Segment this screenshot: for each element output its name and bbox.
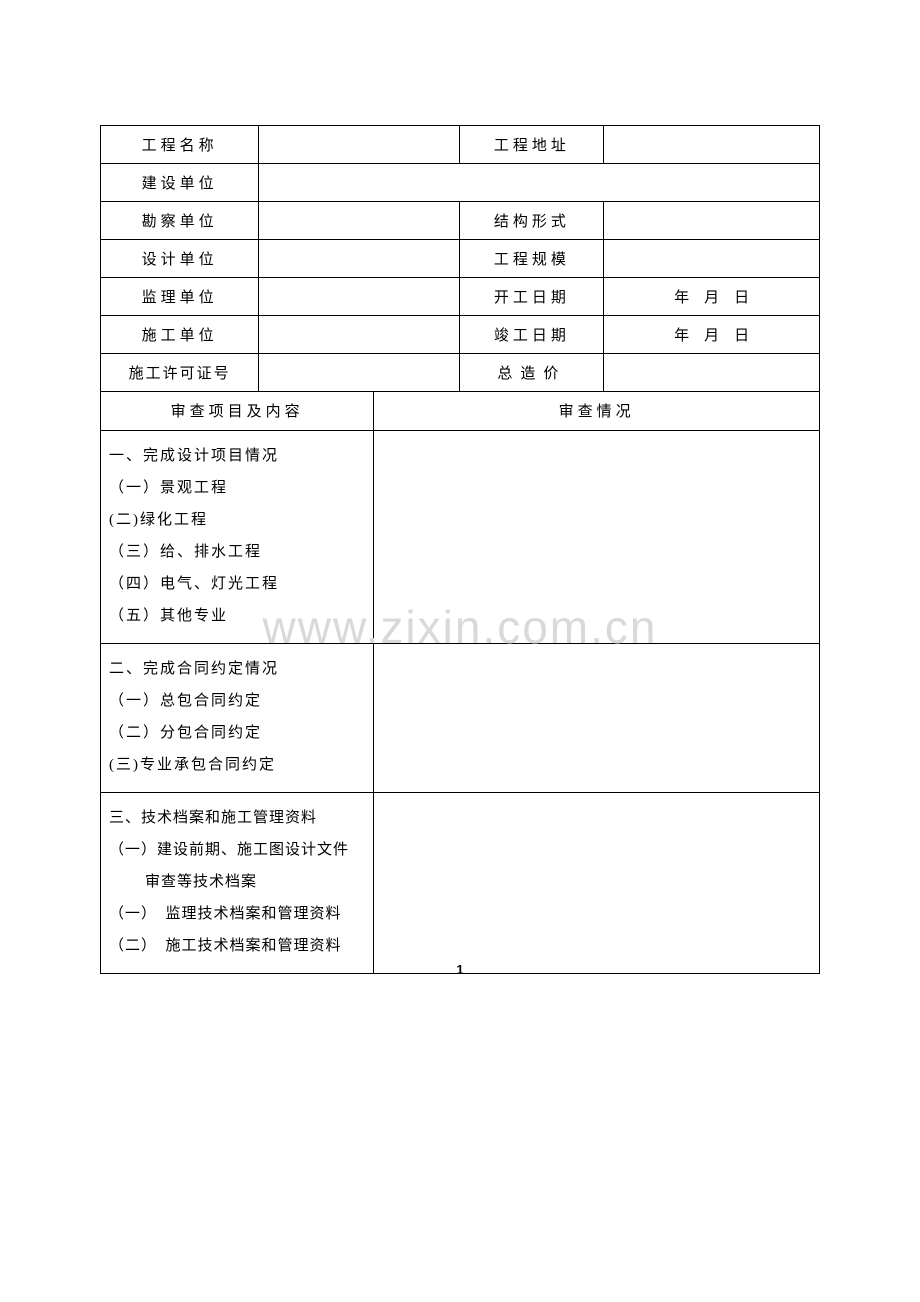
section1-item1: （一）景观工程 (109, 473, 365, 503)
table-row: 建设单位 (101, 164, 820, 202)
structure-form-value (604, 202, 820, 240)
structure-form-label: 结构形式 (460, 202, 604, 240)
survey-unit-value (259, 202, 460, 240)
section3-item3: （二） 施工技术档案和管理资料 (109, 931, 365, 961)
section3-item2: （一） 监理技术档案和管理资料 (109, 899, 365, 929)
section1-item3: （三）给、排水工程 (109, 537, 365, 567)
review-table: 审查项目及内容 审查情况 一、完成设计项目情况 （一）景观工程 (二)绿化工程 … (100, 392, 820, 974)
start-date-label: 开工日期 (460, 278, 604, 316)
total-cost-value (604, 354, 820, 392)
supervision-unit-label: 监理单位 (101, 278, 259, 316)
table-row: 审查项目及内容 审查情况 (101, 392, 820, 430)
section3-item1b: 审查等技术档案 (109, 867, 365, 897)
section1-item4: （四）电气、灯光工程 (109, 569, 365, 599)
section2-item2: （二）分包合同约定 (109, 718, 365, 748)
review-status-header: 审查情况 (374, 392, 820, 430)
table-row: 工程名称 工程地址 (101, 126, 820, 164)
section2-item1: （一）总包合同约定 (109, 686, 365, 716)
table-row: 三、技术档案和施工管理资料 （一）建设前期、施工图设计文件 审查等技术档案 （一… (101, 792, 820, 973)
project-name-label: 工程名称 (101, 126, 259, 164)
section2-status (374, 643, 820, 792)
project-scale-label: 工程规模 (460, 240, 604, 278)
section1-title: 一、完成设计项目情况 (109, 441, 365, 471)
supervision-unit-value (259, 278, 460, 316)
section2-title: 二、完成合同约定情况 (109, 654, 365, 684)
permit-number-value (259, 354, 460, 392)
table-row: 监理单位 开工日期 年 月 日 (101, 278, 820, 316)
section3-status (374, 792, 820, 973)
contractor-unit-label: 施工单位 (101, 316, 259, 354)
construction-unit-label: 建设单位 (101, 164, 259, 202)
contractor-unit-value (259, 316, 460, 354)
review-items-header: 审查项目及内容 (101, 392, 374, 430)
section1-item2: (二)绿化工程 (109, 505, 365, 535)
section1-items: 一、完成设计项目情况 （一）景观工程 (二)绿化工程 （三）给、排水工程 （四）… (101, 430, 374, 643)
project-name-value (259, 126, 460, 164)
page-number: 1 (456, 962, 463, 977)
project-address-value (604, 126, 820, 164)
table-row: 设计单位 工程规模 (101, 240, 820, 278)
total-cost-label: 总造价 (460, 354, 604, 392)
design-unit-label: 设计单位 (101, 240, 259, 278)
project-scale-value (604, 240, 820, 278)
project-address-label: 工程地址 (460, 126, 604, 164)
table-row: 一、完成设计项目情况 （一）景观工程 (二)绿化工程 （三）给、排水工程 （四）… (101, 430, 820, 643)
completion-date-value: 年 月 日 (604, 316, 820, 354)
permit-number-label: 施工许可证号 (101, 354, 259, 392)
table-row: 施工许可证号 总造价 (101, 354, 820, 392)
section3-title: 三、技术档案和施工管理资料 (109, 803, 365, 833)
survey-unit-label: 勘察单位 (101, 202, 259, 240)
page-container: 工程名称 工程地址 建设单位 勘察单位 结构形式 设计单位 工程规模 (0, 0, 920, 974)
construction-unit-value (259, 164, 820, 202)
table-row: 勘察单位 结构形式 (101, 202, 820, 240)
section1-item5: （五）其他专业 (109, 601, 365, 631)
design-unit-value (259, 240, 460, 278)
completion-date-label: 竣工日期 (460, 316, 604, 354)
start-date-value: 年 月 日 (604, 278, 820, 316)
form-table: 工程名称 工程地址 建设单位 勘察单位 结构形式 设计单位 工程规模 (100, 125, 820, 392)
section2-item3: (三)专业承包合同约定 (109, 750, 365, 780)
table-row: 二、完成合同约定情况 （一）总包合同约定 （二）分包合同约定 (三)专业承包合同… (101, 643, 820, 792)
section2-items: 二、完成合同约定情况 （一）总包合同约定 （二）分包合同约定 (三)专业承包合同… (101, 643, 374, 792)
section3-item1: （一）建设前期、施工图设计文件 (109, 835, 365, 865)
section1-status (374, 430, 820, 643)
section3-items: 三、技术档案和施工管理资料 （一）建设前期、施工图设计文件 审查等技术档案 （一… (101, 792, 374, 973)
table-row: 施工单位 竣工日期 年 月 日 (101, 316, 820, 354)
